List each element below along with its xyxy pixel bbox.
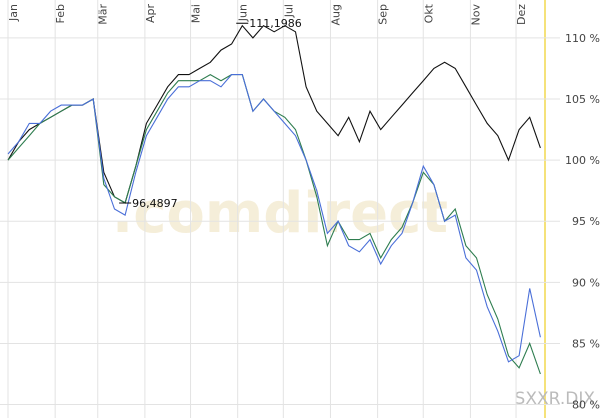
x-tick-label: Nov	[469, 4, 482, 26]
annotation: 111,1986	[249, 17, 302, 30]
x-tick-label: Sep	[377, 4, 390, 25]
y-tick-label: 80 %	[572, 399, 600, 412]
x-tick-label: Jul	[282, 4, 295, 18]
y-tick-label: 95 %	[572, 215, 600, 228]
y-tick-label: 100 %	[565, 154, 600, 167]
x-tick-label: Mai	[190, 4, 203, 23]
symbol-label: SXXR.DJX	[515, 389, 596, 409]
watermark: .comdirect	[112, 181, 448, 246]
x-tick-label: Feb	[54, 4, 67, 23]
x-tick-label: Dez	[515, 4, 528, 25]
y-tick-label: 90 %	[572, 276, 600, 289]
series-line	[7, 74, 541, 363]
x-tick-label: Aug	[329, 4, 342, 25]
y-tick-label: 110 %	[565, 32, 600, 45]
x-tick-label: Jan	[7, 4, 20, 22]
y-tick-label: 85 %	[572, 337, 600, 350]
x-tick-label: Okt	[422, 3, 435, 23]
x-tick-label: Jun	[237, 4, 250, 22]
y-tick-label: 105 %	[565, 93, 600, 106]
x-tick-label: Mär	[97, 4, 110, 25]
x-tick-label: Apr	[144, 4, 157, 24]
annotation: 96,4897	[132, 197, 178, 210]
series-line	[7, 24, 541, 204]
